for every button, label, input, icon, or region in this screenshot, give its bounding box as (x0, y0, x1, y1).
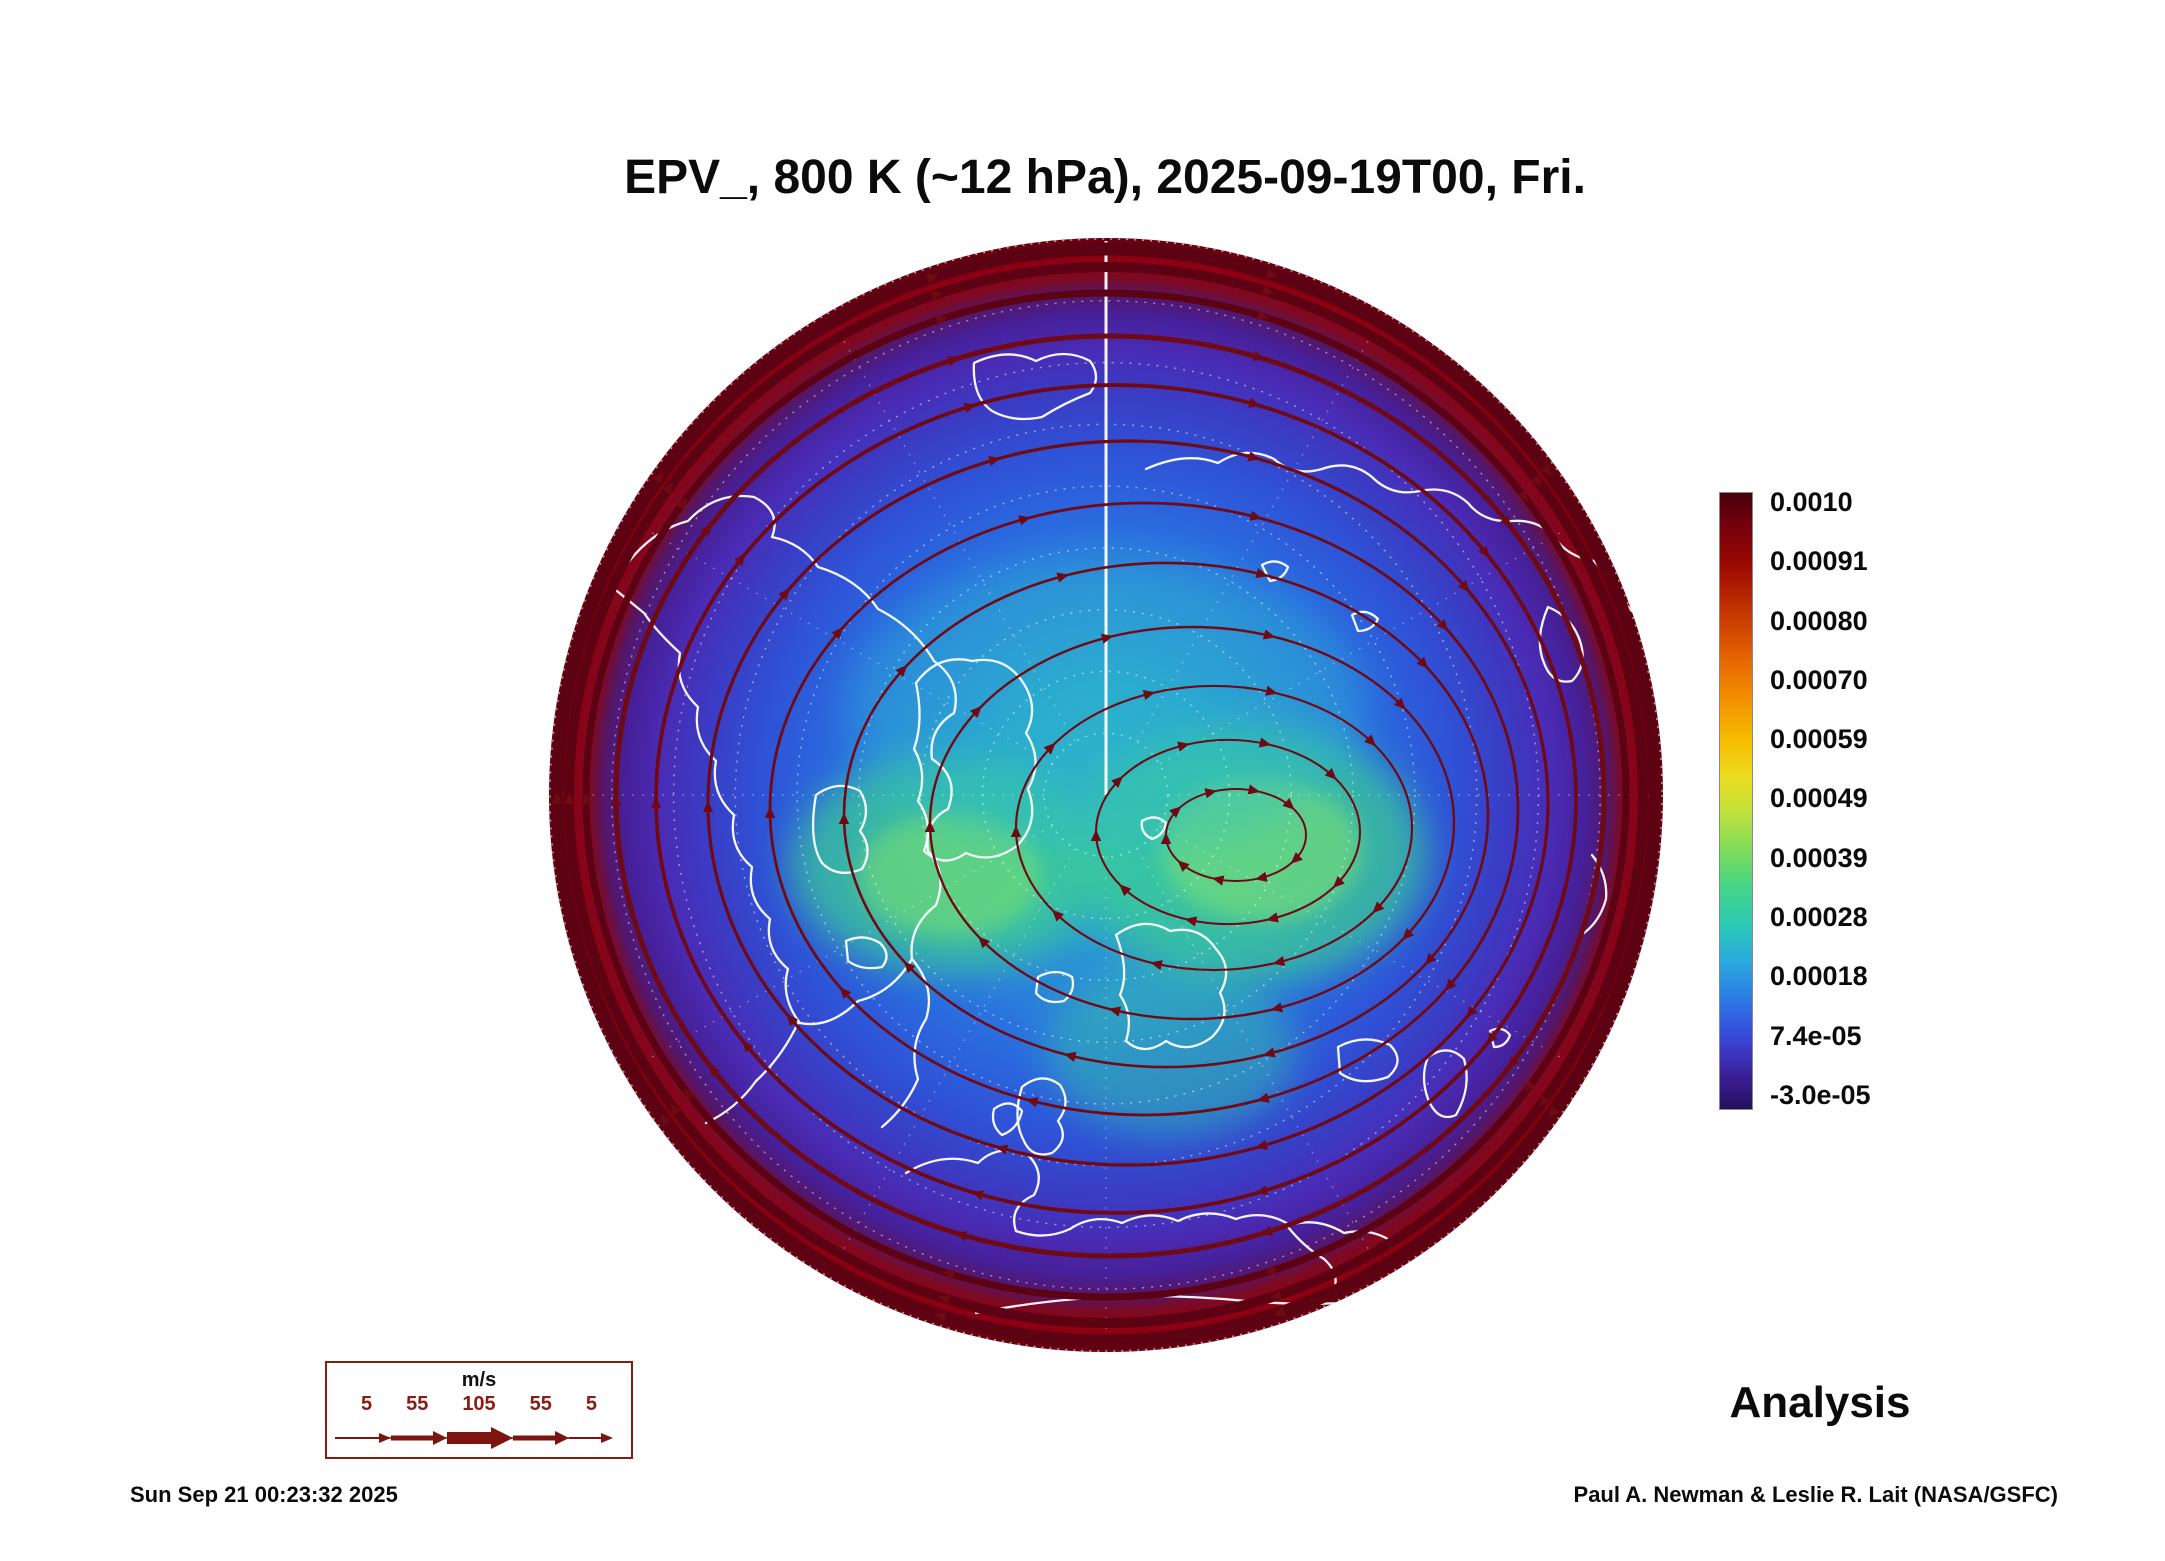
colorbar-gradient (1719, 492, 1753, 1110)
colorbar-tick-label: 0.00039 (1770, 842, 1868, 873)
equator-rim-circle (549, 238, 1663, 1352)
colorbar-tick-label: -3.0e-05 (1770, 1079, 1871, 1110)
creation-timestamp: Sun Sep 21 00:23:32 2025 (130, 1482, 398, 1507)
colorbar-tick-label: 0.0010 (1770, 487, 1853, 517)
colorbar-tick-label: 0.00018 (1770, 961, 1868, 992)
colorbar-tick-label: 0.00080 (1770, 605, 1868, 636)
wind-tick-label: 5 (585, 1393, 597, 1415)
wind-tick-label: 105 (462, 1393, 496, 1415)
plot-title: EPV_, 800 K (~12 hPa), 2025-09-19T00, Fr… (624, 151, 1586, 204)
colorbar-tick-label: 0.00070 (1770, 664, 1868, 695)
colorbar-tick-label: 0.00091 (1770, 546, 1868, 577)
colorbar-tick-label: 0.00028 (1770, 902, 1868, 933)
wind-speed-legend: m/s 5 55 105 55 5 (325, 1361, 633, 1459)
wind-tick-labels: 5 55 105 55 5 (361, 1394, 597, 1414)
wind-scale-arrow-icon (335, 1427, 613, 1449)
colorbar-tick-label: 0.00049 (1770, 783, 1868, 814)
wind-unit-label: m/s (461, 1369, 497, 1391)
wind-tick-label: 55 (529, 1393, 552, 1415)
wind-tick-label: 55 (406, 1393, 429, 1415)
analysis-label: Analysis (1729, 1378, 1911, 1427)
credit-line: Paul A. Newman & Leslie R. Lait (NASA/GS… (1573, 1482, 2058, 1507)
epv-map-graphic (549, 238, 1663, 1352)
wind-streamlines (550, 242, 1662, 1348)
colorbar-tick-label: 7.4e-05 (1770, 1020, 1862, 1051)
wind-tick-label: 5 (361, 1393, 373, 1415)
colorbar-labels: 0.0010 0.00091 0.00080 0.00070 0.00059 0… (1770, 486, 1871, 1111)
colorbar-tick-label: 0.00059 (1770, 724, 1868, 755)
